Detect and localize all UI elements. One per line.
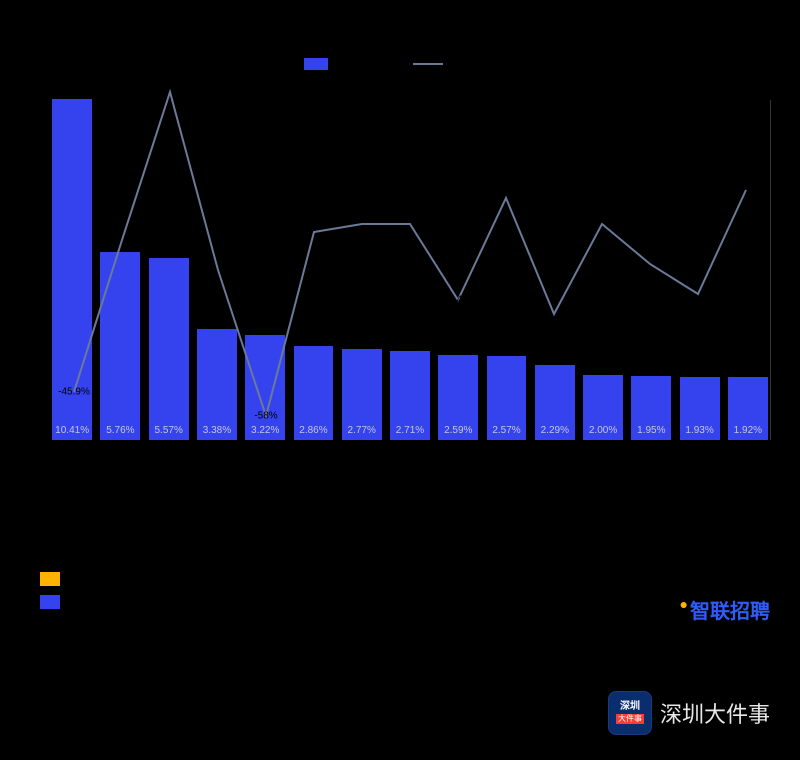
bar: 1.92% [728, 377, 768, 440]
secondary-legend-blue: 2020年占比 [40, 593, 153, 610]
chart-container: 2020年春节后复工第三周深圳各行业招聘职位数占比及环比分布 职位数占比 环比增… [0, 0, 800, 760]
chart-legend: 职位数占比 环比增长 [0, 55, 800, 72]
bar: 2.86% [294, 346, 334, 440]
x-axis-label: 专业服务/咨询 [243, 444, 287, 494]
x-axis-label: 通信/电信/网络设备 [726, 444, 770, 494]
x-axis-label: IT服务 [581, 444, 625, 494]
x-axis-label: 基金/证券/期货/投资 [388, 444, 432, 494]
bar-value-label: 1.93% [685, 425, 713, 436]
x-axis-label: 房地产/建筑/建材 [98, 444, 142, 494]
x-axis-label: 电子技术/半导体/集成电路 [340, 444, 384, 494]
bar: 2.00% [583, 375, 623, 440]
bar-column: 5.76% [98, 80, 142, 440]
chart-title: 2020年春节后复工第三周深圳各行业招聘职位数占比及环比分布 [0, 0, 800, 40]
bar-column: 3.38% [195, 80, 239, 440]
bar: 3.22% [245, 335, 285, 440]
bar-column: 2.71% [388, 80, 432, 440]
blue-swatch [40, 595, 60, 609]
bar-column: 2.77% [340, 80, 384, 440]
legend-line-swatch [413, 63, 443, 65]
bar-column: 1.95% [629, 80, 673, 440]
bottom-brand-icon: 深圳 大件事 [608, 691, 652, 735]
bar: 2.59% [438, 355, 478, 440]
bar-value-label: 3.38% [203, 425, 231, 436]
x-axis-label: 计算机软件 [147, 444, 191, 494]
secondary-legend-yellow-label: 2019年同期占比 [66, 570, 153, 587]
line-point-label: -58% [254, 411, 277, 422]
pin-icon: ● [680, 596, 688, 612]
bar-column: 2.29% [533, 80, 577, 440]
bar-value-label: 1.95% [637, 425, 665, 436]
bar: 1.93% [680, 377, 720, 440]
bar: 2.71% [390, 351, 430, 440]
bar: 5.76% [100, 252, 140, 441]
bar-column: 2.00% [581, 80, 625, 440]
legend-line-item: 环比增长 [413, 55, 496, 72]
secondary-legend: 2019年同期占比 2020年占比 [40, 570, 153, 616]
bar: 3.38% [197, 329, 237, 440]
bottom-brand-text: 深圳大件事 [660, 697, 770, 729]
x-axis-label: 保险 [484, 444, 528, 494]
bar: 2.77% [342, 349, 382, 440]
line-point-label: -0.4% [445, 295, 471, 306]
bar-value-label: 5.76% [106, 425, 134, 436]
brand-zhilian: ● 智联招聘 [680, 595, 770, 624]
legend-bar-label: 职位数占比 [333, 55, 393, 72]
bar: 1.95% [631, 376, 671, 440]
bar-value-label: 10.41% [55, 425, 89, 436]
chart-plot-area: 10.41% 5.76% 5.57% 3.38% 3.22% 2.86% 2.77% 2.71… [50, 80, 770, 460]
x-axis-label: 医药/生物工程 [436, 444, 480, 494]
legend-bar-item: 职位数占比 [304, 55, 393, 72]
bar-value-label: 3.22% [251, 425, 279, 436]
bars-group: 10.41% 5.76% 5.57% 3.38% 3.22% 2.86% 2.77% 2.71… [50, 80, 770, 440]
bar: 2.29% [535, 365, 575, 440]
yellow-swatch [40, 572, 60, 586]
bar-value-label: 2.86% [299, 425, 327, 436]
x-axis-label: 教育/培训/院校 [195, 444, 239, 494]
line-point-label: -45.9% [58, 386, 90, 397]
secondary-legend-yellow: 2019年同期占比 [40, 570, 153, 587]
x-axis-label: 加工制造 [533, 444, 577, 494]
x-axis-label: 快速消费品 [677, 444, 721, 494]
bar-value-label: 5.57% [154, 425, 182, 436]
bar-column: 3.22% [243, 80, 287, 440]
x-axis-label: 网络游戏 [629, 444, 673, 494]
bar-column: 2.59% [436, 80, 480, 440]
bar: 5.57% [149, 258, 189, 440]
bottom-brand-icon-line1: 深圳 [620, 702, 640, 712]
bar-column: 1.92% [726, 80, 770, 440]
bar-value-label: 2.71% [396, 425, 424, 436]
x-axis-label: 贸易/进出口 [291, 444, 335, 494]
bar-value-label: 2.57% [492, 425, 520, 436]
legend-bar-swatch [304, 58, 328, 70]
bar-value-label: 2.77% [348, 425, 376, 436]
bar-column: 1.93% [677, 80, 721, 440]
bar-value-label: 2.59% [444, 425, 472, 436]
bar-value-label: 2.29% [541, 425, 569, 436]
legend-line-label: 环比增长 [448, 55, 496, 72]
bar-value-label: 1.92% [734, 425, 762, 436]
secondary-legend-blue-label: 2020年占比 [66, 593, 129, 610]
x-axis-label: 互联网/电子商务 [50, 444, 94, 494]
bar-value-label: 2.00% [589, 425, 617, 436]
brand-zhilian-text: 智联招聘 [690, 595, 770, 624]
bar-column: 2.86% [291, 80, 335, 440]
x-axis-labels: 互联网/电子商务房地产/建筑/建材计算机软件教育/培训/院校专业服务/咨询贸易/… [50, 444, 770, 494]
bar-column: 5.57% [147, 80, 191, 440]
bar-column: 2.57% [484, 80, 528, 440]
bottom-brand-icon-line2: 大件事 [616, 714, 644, 724]
bottom-brand: 深圳 大件事 深圳大件事 [608, 691, 770, 735]
right-axis-line [770, 100, 771, 440]
bar: 2.57% [487, 356, 527, 440]
